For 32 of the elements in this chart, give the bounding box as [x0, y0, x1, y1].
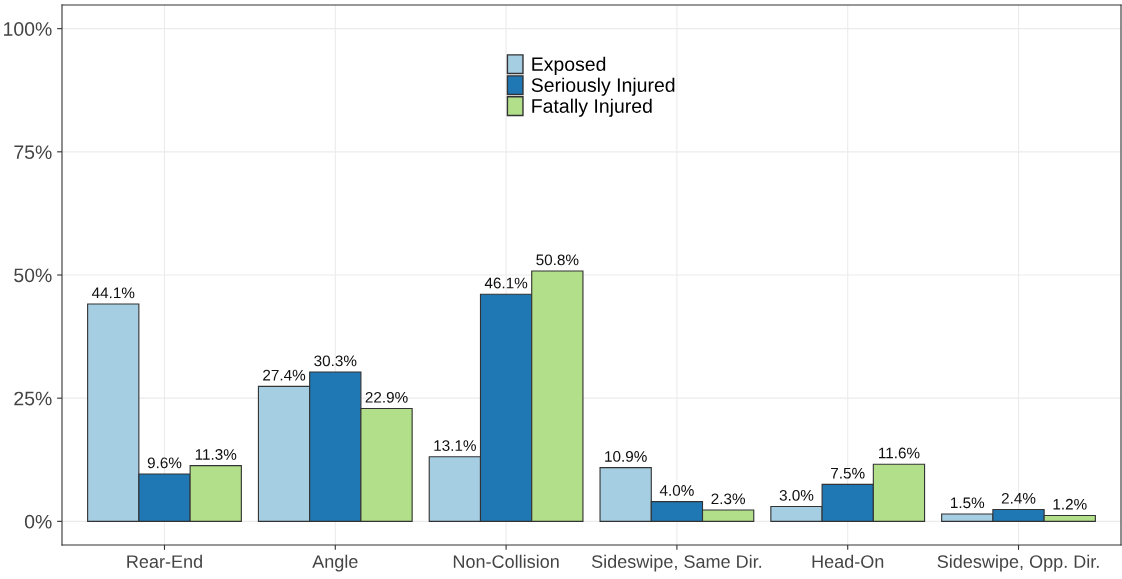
data-label: 50.8% [536, 254, 579, 266]
data-label: 13.1% [434, 440, 476, 452]
data-label: 30.3% [314, 355, 357, 367]
data-label: 4.0% [659, 485, 694, 496]
legend-label: Fatally Injured [532, 98, 652, 117]
legend-label: Seriously Injured [531, 77, 675, 96]
data-label: 11.3% [195, 449, 237, 460]
data-label: 1.5% [951, 497, 985, 509]
data-label: 7.5% [831, 467, 865, 479]
data-label: 44.1% [91, 287, 135, 299]
y-tick-label: 0% [24, 514, 52, 529]
data-label: 22.9% [365, 391, 408, 403]
y-tick-label: 100% [4, 22, 52, 36]
data-label: 2.4% [1001, 492, 1036, 504]
data-label: 10.9% [605, 451, 647, 462]
y-tick-label: 50% [14, 268, 52, 283]
x-tick-label: Sideswipe, Same Dir. [591, 554, 762, 572]
x-tick-label: Angle [312, 554, 358, 572]
y-tick-label: 75% [14, 145, 52, 160]
y-tick-label: 25% [14, 391, 52, 406]
x-tick-label: Sideswipe, Opp. Dir. [937, 554, 1099, 572]
data-label: 1.2% [1053, 498, 1087, 510]
data-label: 2.3% [711, 493, 746, 505]
legend-label: Exposed [532, 56, 606, 75]
x-tick-label: Non-Collision [453, 554, 559, 568]
data-label: 9.6% [147, 457, 182, 469]
data-label: 3.0% [779, 489, 814, 501]
data-label: 27.4% [263, 369, 306, 381]
data-label: 11.6% [879, 447, 920, 459]
x-tick-label: Head-On [812, 554, 884, 568]
x-tick-label: Rear-End [127, 554, 202, 568]
data-label: 46.1% [484, 277, 528, 289]
